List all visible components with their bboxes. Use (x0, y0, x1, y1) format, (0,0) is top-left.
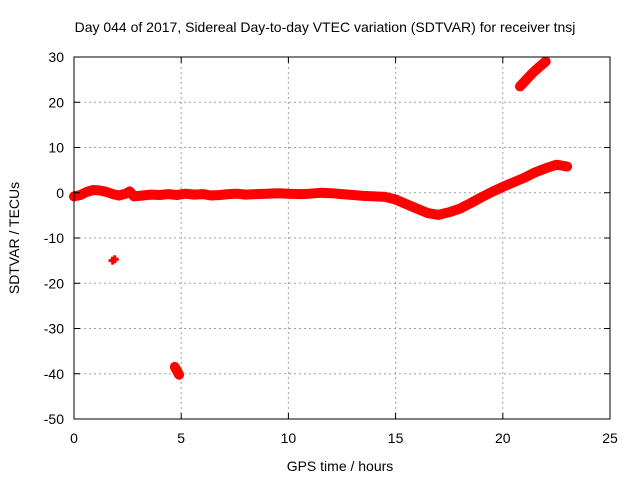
data-point (232, 189, 241, 198)
y-tick-label: 20 (48, 94, 64, 110)
data-point (262, 189, 271, 198)
y-tick-label: -30 (44, 321, 64, 337)
data-point (423, 209, 432, 218)
x-tick-label: 20 (495, 430, 511, 446)
data-point (190, 190, 199, 199)
data-point (130, 192, 139, 201)
data-point (115, 191, 124, 200)
data-point (515, 82, 524, 91)
x-tick-label: 0 (70, 430, 78, 446)
data-point (535, 62, 544, 71)
data-point (380, 192, 389, 201)
data-point (327, 189, 336, 198)
data-point (316, 188, 325, 197)
data-point (528, 68, 537, 77)
data-point (541, 164, 550, 173)
grid-lines (74, 57, 610, 419)
data-point (155, 191, 164, 200)
data-point (125, 187, 134, 196)
data-point (434, 210, 443, 219)
data-point (138, 191, 147, 200)
y-tick-label: 10 (48, 140, 64, 156)
data-point (359, 191, 368, 200)
data-point (172, 191, 181, 200)
chart-title: Day 044 of 2017, Sidereal Day-to-day VTE… (75, 19, 576, 35)
data-point (522, 75, 531, 84)
data-point (121, 189, 130, 198)
data-point (273, 189, 282, 198)
data-point (348, 191, 357, 200)
data-point (305, 189, 314, 198)
data-point (455, 204, 464, 213)
data-point (241, 190, 250, 199)
data-point (563, 162, 572, 171)
x-axis-label: GPS time / hours (287, 458, 394, 474)
data-point (530, 168, 539, 177)
data-point (76, 191, 85, 200)
data-point (445, 208, 454, 217)
data-point (498, 182, 507, 191)
data-point (488, 187, 497, 196)
data-point (175, 370, 184, 379)
y-tick-label: -20 (44, 275, 64, 291)
y-tick-label: -40 (44, 366, 64, 382)
y-tick-label: 30 (48, 49, 64, 65)
x-tick-label: 25 (602, 430, 618, 446)
data-point (224, 190, 233, 199)
data-point (370, 192, 379, 201)
data-point (466, 199, 475, 208)
data-point (207, 191, 216, 200)
data-point (147, 190, 156, 199)
data-point (338, 190, 346, 199)
data-point (164, 190, 173, 199)
data-point (520, 173, 529, 182)
data-point (102, 187, 111, 196)
data-point (82, 187, 91, 196)
y-tick-label: -50 (44, 411, 64, 427)
y-tick-label: -10 (44, 230, 64, 246)
data-point (391, 195, 400, 204)
data-point (413, 204, 422, 213)
x-tick-label: 10 (281, 430, 297, 446)
data-point (284, 189, 293, 198)
axis-ticks: 0 5 10 15 20 25 -50 -40 -30 -20 -10 0 10 20 30 (44, 49, 618, 446)
x-tick-label: 5 (177, 430, 185, 446)
data-point (198, 190, 207, 199)
data-point (477, 193, 486, 202)
data-point (402, 200, 411, 209)
y-tick-label: 0 (56, 185, 64, 201)
data-point (509, 178, 518, 187)
data-point (252, 190, 261, 199)
y-axis-label: SDTVAR / TECUs (6, 182, 22, 294)
x-tick-label: 15 (388, 430, 404, 446)
data-point (541, 57, 550, 66)
data-point (552, 160, 561, 169)
data-point (295, 190, 304, 199)
data-point (215, 191, 224, 200)
data-point (181, 189, 190, 198)
data-point (110, 255, 119, 264)
data-points (69, 56, 573, 380)
